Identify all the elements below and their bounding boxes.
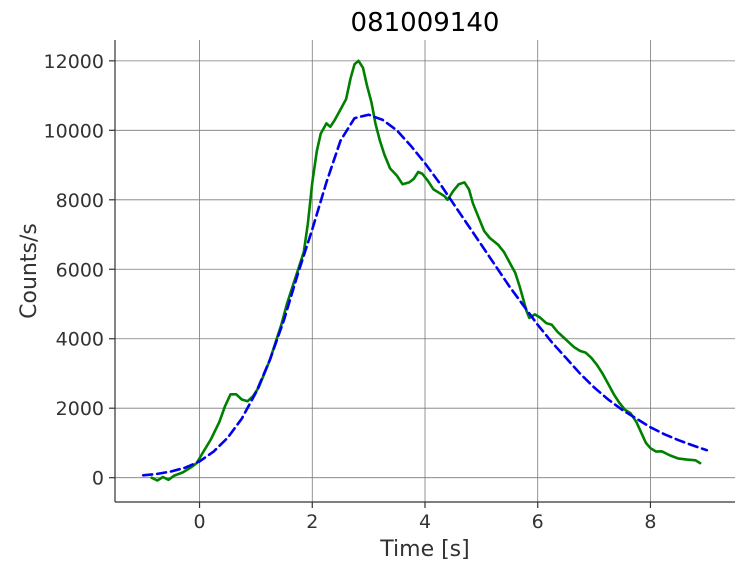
x-tick-label: 0 [193,511,205,533]
grid [115,40,735,502]
y-tick-label: 8000 [56,190,104,212]
x-tick-label: 6 [532,511,544,533]
y-tick-label: 12000 [44,51,104,73]
y-tick-label: 2000 [56,398,104,420]
series [141,59,709,482]
x-tick-label: 2 [306,511,318,533]
fit-curve-line [141,113,709,477]
light-curve-line [150,59,702,482]
y-tick-label: 0 [92,468,104,490]
chart-title: 081009140 [351,8,500,38]
y-axis-label: Counts/s [17,223,42,319]
x-tick-label: 4 [419,511,431,533]
y-tick-label: 4000 [56,329,104,351]
x-axis-label: Time [s] [379,537,469,562]
ticks: 0 2 4 6 8 0 2000 4000 6000 8000 10000 12000 [44,51,657,533]
y-tick-label: 10000 [44,120,104,142]
y-tick-label: 6000 [56,259,104,281]
x-tick-label: 8 [644,511,656,533]
